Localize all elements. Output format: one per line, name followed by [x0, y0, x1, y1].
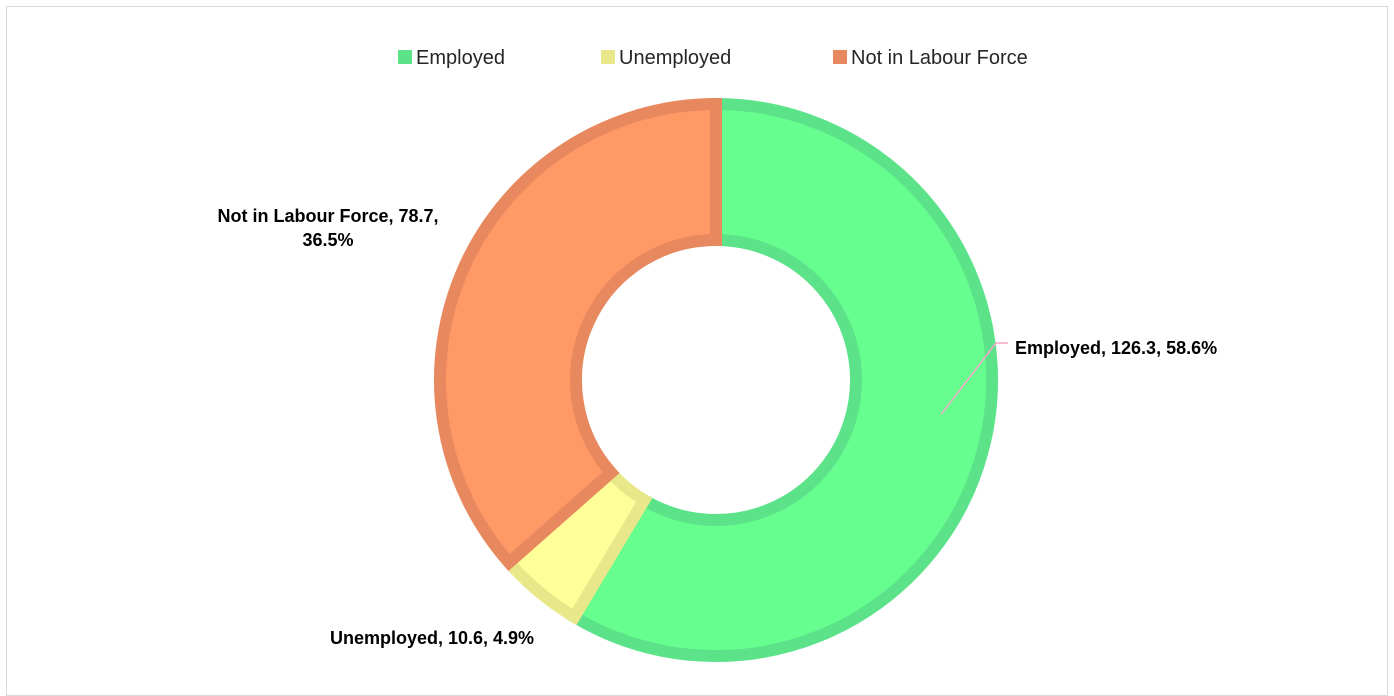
chart-legend: Employed Unemployed Not in Labour Force: [398, 47, 1028, 69]
legend-label-unemployed: Unemployed: [619, 47, 731, 69]
legend-swatch-employed: [398, 50, 412, 64]
legend-swatch-not-in-labour-force: [833, 50, 847, 64]
data-label-employed: Employed, 126.3, 58.6%: [1015, 338, 1217, 358]
leader-line-employed: [940, 342, 1008, 415]
legend-label-employed: Employed: [416, 47, 505, 69]
data-labels: Employed, 126.3, 58.6% Unemployed, 10.6, …: [217, 206, 1217, 648]
donut-slices: [434, 97, 998, 662]
legend-item-employed: Employed: [398, 47, 505, 69]
leader-lines: [940, 342, 1008, 415]
legend-label-not-in-labour-force: Not in Labour Force: [851, 47, 1028, 69]
donut-chart: Employed Unemployed Not in Labour Force Em…: [217, 47, 1217, 662]
legend-item-not-in-labour-force: Not in Labour Force: [833, 47, 1028, 69]
legend-swatch-unemployed: [601, 50, 615, 64]
legend-item-unemployed: Unemployed: [601, 47, 731, 69]
data-label-unemployed: Unemployed, 10.6, 4.9%: [330, 628, 534, 648]
slice-not-in-labour-force: [434, 97, 722, 572]
slice-employed: [566, 97, 998, 662]
data-label-not-in-labour-force: Not in Labour Force, 78.7, 36.5%: [217, 206, 438, 250]
